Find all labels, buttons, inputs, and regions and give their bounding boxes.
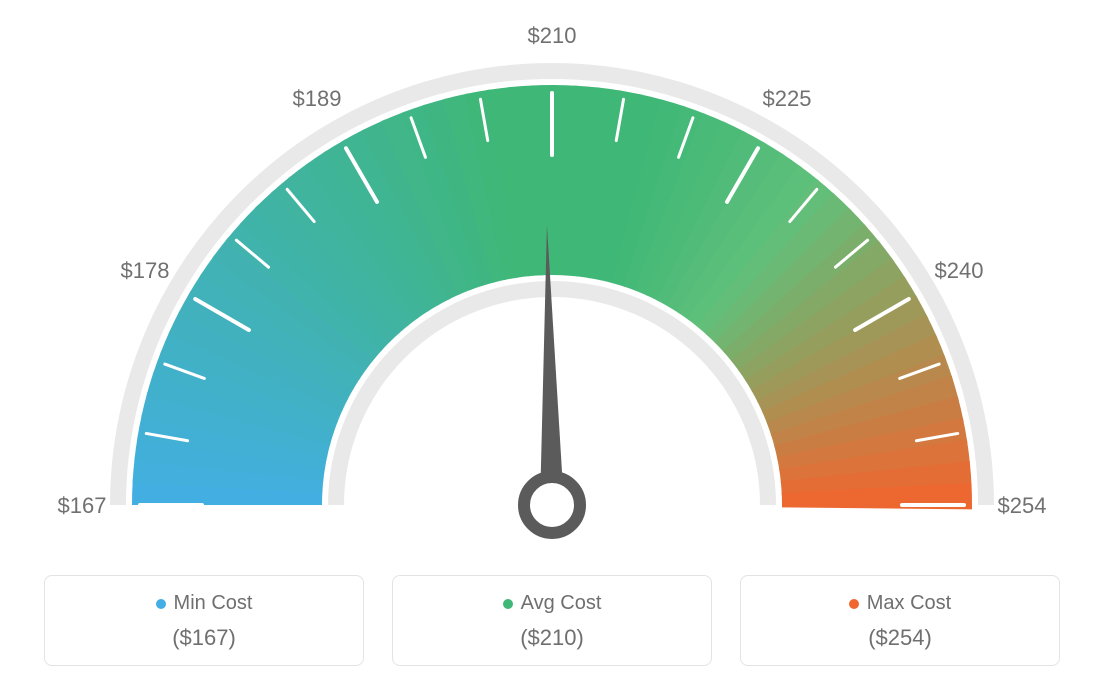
legend-label-max: Max Cost	[849, 592, 951, 615]
dot-avg	[503, 599, 513, 609]
svg-text:$210: $210	[528, 23, 577, 48]
gauge-svg: $167 $178 $189 $210 $225 $240 $254	[0, 0, 1104, 560]
legend-value-avg: ($210)	[393, 625, 711, 651]
legend-label-avg-text: Avg Cost	[521, 592, 602, 615]
legend-card-max: Max Cost ($254)	[740, 575, 1060, 666]
svg-text:$240: $240	[935, 258, 984, 283]
legend-value-max: ($254)	[741, 625, 1059, 651]
legend-value-min: ($167)	[45, 625, 363, 651]
dot-min	[156, 599, 166, 609]
legend-label-max-text: Max Cost	[867, 592, 951, 615]
legend-label-min-text: Min Cost	[174, 592, 253, 615]
svg-text:$225: $225	[763, 86, 812, 111]
svg-text:$167: $167	[58, 493, 107, 518]
gauge-chart: $167 $178 $189 $210 $225 $240 $254	[0, 0, 1104, 560]
legend-label-min: Min Cost	[156, 592, 253, 615]
dot-max	[849, 599, 859, 609]
svg-text:$189: $189	[293, 86, 342, 111]
svg-text:$178: $178	[120, 258, 169, 283]
legend-row: Min Cost ($167) Avg Cost ($210) Max Cost…	[0, 575, 1104, 666]
legend-card-avg: Avg Cost ($210)	[392, 575, 712, 666]
legend-card-min: Min Cost ($167)	[44, 575, 364, 666]
legend-label-avg: Avg Cost	[503, 592, 602, 615]
svg-text:$254: $254	[998, 493, 1047, 518]
